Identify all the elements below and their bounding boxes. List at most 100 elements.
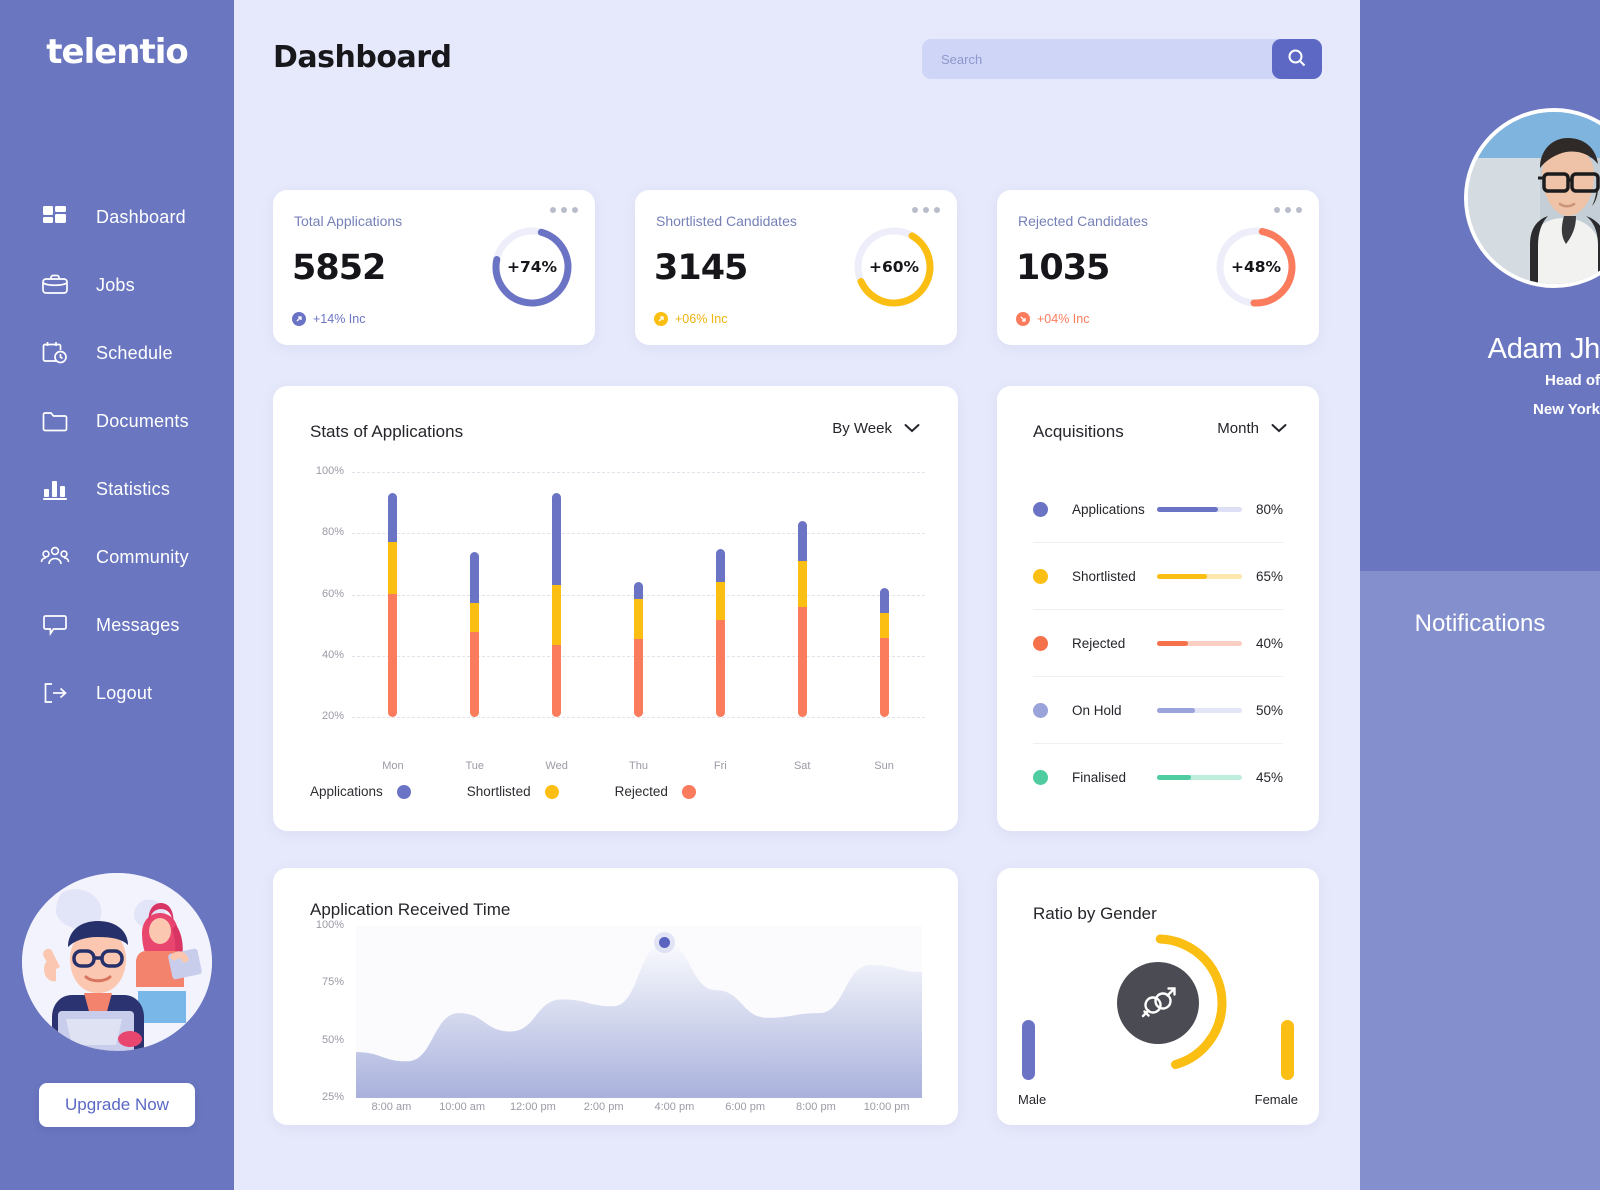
bar-stack[interactable] bbox=[388, 493, 398, 717]
x-axis-tick-label: 10:00 pm bbox=[863, 1101, 910, 1113]
y-axis-tick-label: 100% bbox=[315, 465, 344, 477]
sidebar-nav: Dashboard Jobs Schedule Documents Statis… bbox=[0, 183, 234, 727]
bar-segment-rejected bbox=[388, 594, 398, 717]
legend-label: Shortlisted bbox=[466, 784, 531, 799]
y-axis-tick-label: 50% bbox=[321, 1033, 344, 1046]
chat-bubble-icon bbox=[38, 608, 72, 642]
dashboard-grid-icon bbox=[38, 200, 72, 234]
bar-stack[interactable] bbox=[552, 493, 562, 717]
stat-card-delta-label: +04% Inc bbox=[1037, 312, 1090, 326]
sidebar-item-label: Community bbox=[96, 546, 189, 567]
y-axis-tick-label: 100% bbox=[315, 919, 344, 931]
bar-segment-shortlisted bbox=[470, 603, 480, 633]
brand-logo: telentio bbox=[46, 32, 189, 72]
card-menu-button[interactable] bbox=[1274, 207, 1302, 213]
card-menu-button[interactable] bbox=[550, 207, 578, 213]
stat-card-shortlisted-candidates[interactable]: Shortlisted Candidates 3145 +06% Inc +60… bbox=[635, 190, 957, 345]
acquisition-color-dot bbox=[1033, 568, 1048, 584]
acquisition-progress-fill bbox=[1157, 573, 1207, 579]
y-axis-tick-label: 60% bbox=[321, 587, 344, 600]
sidebar-item-jobs[interactable]: Jobs bbox=[0, 251, 234, 319]
bar-segment-shortlisted bbox=[634, 599, 643, 640]
acquisition-color-dot bbox=[1033, 702, 1048, 718]
acquisition-percent: 80% bbox=[1255, 501, 1283, 517]
acquisition-color-dot bbox=[1033, 635, 1048, 651]
calendar-clock-icon bbox=[38, 336, 72, 370]
avatar[interactable] bbox=[1464, 108, 1600, 288]
sidebar-item-community[interactable]: Community bbox=[0, 523, 234, 591]
acquisition-percent: 50% bbox=[1255, 702, 1283, 718]
bar-chart-legend: Applications Shortlisted Rejected bbox=[310, 784, 752, 799]
bar-chart-icon bbox=[38, 472, 72, 506]
stat-card-delta: +04% Inc bbox=[1016, 312, 1089, 326]
stat-card-title: Shortlisted Candidates bbox=[656, 213, 797, 229]
bar-stack[interactable] bbox=[797, 521, 807, 717]
search-input[interactable] bbox=[922, 39, 1322, 79]
sidebar-item-label: Statistics bbox=[96, 478, 171, 499]
x-axis-tick-label: Thu bbox=[629, 760, 648, 772]
area-chart-highlight-point[interactable] bbox=[659, 936, 671, 948]
x-axis-tick-label: 12:00 pm bbox=[509, 1101, 556, 1113]
profile-name: Adam Jh bbox=[1487, 333, 1600, 365]
search-icon bbox=[1287, 48, 1307, 71]
stat-card-total-applications[interactable]: Total Applications 5852 +14% Inc +74% bbox=[273, 190, 595, 345]
bar-stack[interactable] bbox=[879, 588, 889, 717]
card-menu-button[interactable] bbox=[912, 207, 940, 213]
stat-card-value: 5852 bbox=[292, 248, 386, 288]
stat-card-title: Rejected Candidates bbox=[1018, 213, 1148, 229]
bar-stack[interactable] bbox=[634, 582, 643, 717]
sidebar-item-documents[interactable]: Documents bbox=[0, 387, 234, 455]
acquisition-row[interactable]: Rejected 40% bbox=[1033, 610, 1283, 677]
acquisition-percent: 65% bbox=[1255, 568, 1283, 584]
bar-segment-shortlisted bbox=[715, 582, 725, 621]
upgrade-now-button[interactable]: Upgrade Now bbox=[39, 1083, 195, 1127]
profile-location: New York bbox=[1533, 401, 1600, 418]
notifications-panel: Notifications bbox=[1360, 571, 1600, 1190]
stat-card-title: Total Applications bbox=[294, 213, 403, 229]
acquisition-percent: 40% bbox=[1255, 635, 1283, 651]
acquisition-row[interactable]: On Hold 50% bbox=[1033, 677, 1283, 744]
bar-segment-rejected bbox=[552, 644, 562, 717]
sidebar-item-schedule[interactable]: Schedule bbox=[0, 319, 234, 387]
bar-segment-applications bbox=[388, 493, 398, 542]
bar-stack[interactable] bbox=[470, 551, 480, 717]
female-bar bbox=[1281, 1020, 1294, 1080]
trend-up-icon bbox=[654, 312, 668, 326]
acquisition-progress-track bbox=[1157, 707, 1242, 713]
search-button[interactable] bbox=[1272, 39, 1322, 79]
acquisition-row[interactable]: Applications 80% bbox=[1033, 476, 1283, 543]
stat-card-delta-label: +06% Inc bbox=[675, 312, 728, 326]
acquisition-label: Rejected bbox=[1072, 635, 1126, 651]
stat-card-delta: +06% Inc bbox=[654, 312, 727, 326]
main-content: Dashboard Total Applications 5852 +14% I… bbox=[234, 0, 1360, 1190]
sidebar-item-messages[interactable]: Messages bbox=[0, 591, 234, 659]
bar-stack[interactable] bbox=[715, 548, 725, 717]
progress-ring: +74% bbox=[488, 223, 576, 311]
stat-card-rejected-candidates[interactable]: Rejected Candidates 1035 +04% Inc +48% bbox=[997, 190, 1319, 345]
sidebar: telentio Dashboard Jobs Schedule Documen… bbox=[0, 0, 234, 1190]
bar-segment-applications bbox=[552, 493, 562, 585]
bar-segment-applications bbox=[715, 548, 725, 583]
sidebar-item-statistics[interactable]: Statistics bbox=[0, 455, 234, 523]
stats-period-dropdown[interactable]: By Week bbox=[832, 420, 920, 437]
acquisitions-panel: Acquisitions Month Applications 80% Shortl… bbox=[997, 386, 1319, 831]
x-axis-tick-label: 4:00 pm bbox=[654, 1101, 695, 1113]
stat-card-delta-label: +14% Inc bbox=[313, 312, 366, 326]
bar-segment-rejected bbox=[634, 639, 643, 717]
acquisition-row[interactable]: Finalised 45% bbox=[1033, 744, 1283, 811]
x-axis-tick-label: Sat bbox=[793, 760, 811, 772]
bar-segment-applications bbox=[797, 521, 807, 561]
chevron-down-icon bbox=[904, 420, 920, 437]
acquisition-row[interactable]: Shortlisted 65% bbox=[1033, 543, 1283, 610]
acquisition-label: Applications bbox=[1072, 501, 1145, 517]
sidebar-item-label: Logout bbox=[96, 682, 153, 703]
acquisition-progress-fill bbox=[1157, 640, 1188, 646]
acquisitions-period-dropdown[interactable]: Month bbox=[1217, 420, 1287, 437]
sidebar-item-logout[interactable]: Logout bbox=[0, 659, 234, 727]
sidebar-item-label: Messages bbox=[96, 614, 180, 635]
male-bar bbox=[1022, 1020, 1035, 1080]
acquisition-progress-fill bbox=[1157, 775, 1192, 780]
trend-up-icon bbox=[292, 312, 306, 326]
sidebar-item-dashboard[interactable]: Dashboard bbox=[0, 183, 234, 251]
bar-segment-rejected bbox=[715, 620, 725, 717]
